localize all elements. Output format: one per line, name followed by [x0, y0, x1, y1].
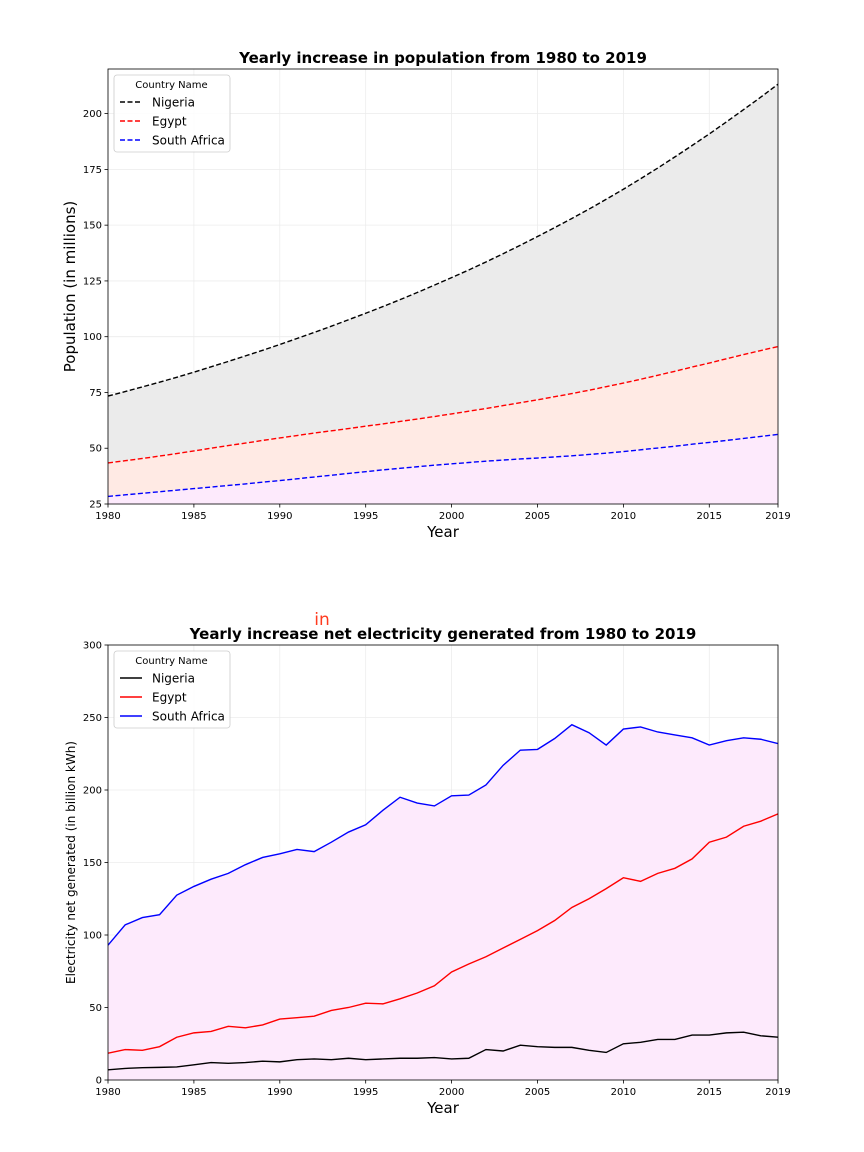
- y-tick-label: 125: [83, 276, 102, 287]
- plot-frame: [107, 68, 779, 505]
- y-tick-label: 75: [89, 388, 102, 399]
- x-tick-label: 1980: [95, 1087, 120, 1098]
- legend-entry: Nigeria: [152, 672, 195, 686]
- legend-title: Country Name: [135, 80, 207, 91]
- electricity-chart: Yearly increase net electricity generate…: [64, 610, 791, 1117]
- x-axis-label: Year: [426, 1099, 460, 1117]
- x-tick-label: 1985: [181, 511, 206, 522]
- y-tick-label: 0: [96, 1076, 102, 1087]
- legend-entry: Nigeria: [152, 96, 195, 110]
- chart-title: Yearly increase in population from 1980 …: [238, 49, 647, 67]
- legend-entry: Egypt: [152, 115, 187, 129]
- area-egypt: [108, 346, 778, 497]
- x-tick-label: 2015: [697, 1087, 722, 1098]
- y-tick-label: 150: [83, 858, 102, 869]
- y-axis-label: Electricity net generated (in billion kW…: [64, 741, 78, 984]
- x-tick-label: 2000: [439, 1087, 464, 1098]
- x-tick-label: 1990: [267, 511, 292, 522]
- x-tick-label: 1995: [353, 511, 378, 522]
- x-tick-label: 2010: [611, 1087, 636, 1098]
- legend-title: Country Name: [135, 656, 207, 667]
- line-south-africa: [108, 723, 778, 946]
- x-axis-label: Year: [426, 523, 460, 541]
- chart-title: Yearly increase net electricity generate…: [189, 625, 697, 643]
- series-lines: [108, 83, 778, 498]
- legend-entry: Egypt: [152, 691, 187, 705]
- series-lines: [108, 723, 778, 1071]
- legend: Country Name Nigeria Egypt South Africa: [113, 650, 231, 729]
- x-tick-label: 2000: [439, 511, 464, 522]
- y-tick-label: 300: [83, 641, 102, 652]
- population-chart: Yearly increase in population from 1980 …: [61, 49, 791, 541]
- y-tick-label: 100: [83, 931, 102, 942]
- x-tick-label: 1980: [95, 511, 120, 522]
- x-tick-label: 2015: [697, 511, 722, 522]
- legend-box: [113, 74, 231, 153]
- area-nigeria: [108, 84, 778, 463]
- title-annotation: in: [314, 610, 330, 630]
- legend-entry: South Africa: [152, 134, 225, 148]
- x-tick-label: 1995: [353, 1087, 378, 1098]
- x-tick-label: 2019: [765, 511, 790, 522]
- y-tick-label: 25: [89, 500, 102, 511]
- y-tick-label: 250: [83, 713, 102, 724]
- y-tick-label: 100: [83, 332, 102, 343]
- y-tick-label: 50: [89, 444, 102, 455]
- x-tick-label: 1985: [181, 1087, 206, 1098]
- area-south-africa: [108, 434, 778, 504]
- legend: Country Name Nigeria Egypt South Africa: [113, 74, 231, 153]
- line-egypt: [108, 345, 778, 464]
- x-tick-label: 1990: [267, 1087, 292, 1098]
- x-tick-label: 2019: [765, 1087, 790, 1098]
- y-tick-label: 150: [83, 221, 102, 232]
- area-fills: [108, 84, 778, 504]
- x-tick-label: 2005: [525, 511, 550, 522]
- line-egypt: [108, 813, 778, 1054]
- x-tick-label: 2010: [611, 511, 636, 522]
- y-tick-label: 50: [89, 1003, 102, 1014]
- x-tick-label: 2005: [525, 1087, 550, 1098]
- area-fills: [108, 724, 778, 1080]
- legend-entry: South Africa: [152, 710, 225, 724]
- y-tick-label: 200: [83, 786, 102, 797]
- legend-box: [113, 650, 231, 729]
- line-nigeria: [108, 1031, 778, 1071]
- line-nigeria: [108, 83, 778, 397]
- area-south-africa: [108, 724, 778, 1080]
- y-tick-label: 200: [83, 109, 102, 120]
- y-tick-label: 175: [83, 165, 102, 176]
- y-axis-label: Population (in millions): [61, 201, 79, 373]
